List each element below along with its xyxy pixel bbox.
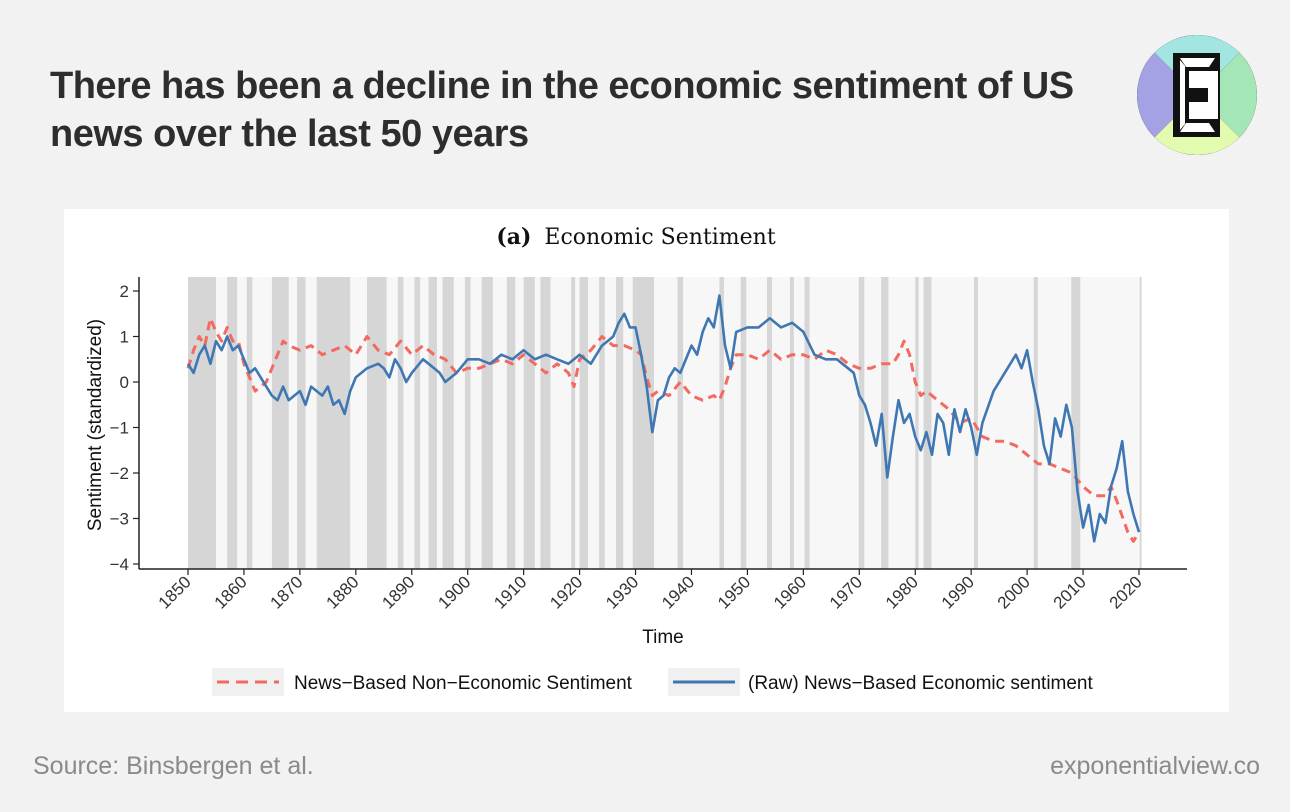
recession-band-0 xyxy=(188,277,216,569)
x-tick-label: 1950 xyxy=(714,572,754,612)
chart-panel-label: (a) xyxy=(496,224,531,250)
x-tick-label: 1880 xyxy=(322,572,362,612)
recession-band-29 xyxy=(915,277,919,569)
recession-band-13 xyxy=(506,277,516,569)
y-tick-label: −2 xyxy=(110,464,129,483)
logo-quadrant-left xyxy=(1137,52,1197,138)
recession-band-16 xyxy=(571,277,576,569)
recession-band-3 xyxy=(271,277,289,569)
recession-band-10 xyxy=(442,277,454,569)
recession-band-8 xyxy=(414,277,421,569)
y-tick-label: 2 xyxy=(120,282,129,301)
x-tick-label: 1960 xyxy=(770,572,810,612)
recession-band-20 xyxy=(632,277,654,569)
chart-title: (a) Economic Sentiment xyxy=(496,224,776,250)
recession-band-2 xyxy=(246,277,253,569)
recession-shading xyxy=(188,277,1142,569)
x-tick-label: 1990 xyxy=(938,572,978,612)
recession-band-27 xyxy=(858,277,865,569)
legend: News−Based Non−Economic Sentiment (Raw) N… xyxy=(212,668,1093,696)
x-tick-label: 2000 xyxy=(994,572,1034,612)
x-tick-label: 1850 xyxy=(155,572,195,612)
chart-title-text: Economic Sentiment xyxy=(544,225,775,250)
recession-band-9 xyxy=(428,277,437,569)
x-tick-label: 2010 xyxy=(1050,572,1090,612)
site-credit: exponentialview.co xyxy=(1050,752,1260,780)
series-lines xyxy=(186,294,1141,543)
x-tick-label: 1910 xyxy=(490,572,530,612)
chart-card: (a) Economic Sentiment 2 1 0 −1 −2 −3 −4 1850 18… xyxy=(64,209,1229,712)
recession-band-4 xyxy=(297,277,306,569)
y-tick-label: 0 xyxy=(120,373,129,392)
x-tick-label: 2020 xyxy=(1106,572,1146,612)
recession-band-28 xyxy=(881,277,889,569)
source-credit: Source: Binsbergen et al. xyxy=(33,752,314,780)
recession-band-11 xyxy=(464,277,471,569)
recession-band-7 xyxy=(397,277,404,569)
recession-band-21 xyxy=(677,277,684,569)
x-tick-label: 1860 xyxy=(211,572,251,612)
y-tick-label: −1 xyxy=(110,419,129,438)
recession-band-6 xyxy=(367,277,387,569)
recession-band-22 xyxy=(719,277,724,569)
recession-band-34 xyxy=(1139,277,1142,569)
recession-band-1 xyxy=(227,277,238,569)
x-tick-label: 1930 xyxy=(602,572,642,612)
x-tick-label: 1970 xyxy=(826,572,866,612)
y-tick-label: 1 xyxy=(120,328,129,347)
y-axis-label: Sentiment (standardized) xyxy=(85,319,106,531)
recession-band-19 xyxy=(615,277,624,569)
x-tick-label: 1940 xyxy=(658,572,698,612)
exponential-view-logo xyxy=(1137,35,1257,155)
recession-band-18 xyxy=(599,277,605,569)
recession-band-26 xyxy=(804,277,810,569)
logo-quadrant-right xyxy=(1197,52,1257,138)
x-tick-label: 1980 xyxy=(882,572,922,612)
economic-sentiment-chart: (a) Economic Sentiment 2 1 0 −1 −2 −3 −4 1850 18… xyxy=(85,224,1187,696)
recession-band-14 xyxy=(523,277,535,569)
recession-band-25 xyxy=(789,277,794,569)
series-line-1 xyxy=(186,294,1141,543)
recession-band-31 xyxy=(973,277,978,569)
x-tick-label: 1870 xyxy=(267,572,307,612)
recession-band-12 xyxy=(481,277,493,569)
legend-label-1: (Raw) News−Based Economic sentiment xyxy=(748,673,1093,694)
x-tick-label: 1920 xyxy=(546,572,586,612)
headline: There has been a decline in the economic… xyxy=(50,65,1074,155)
recession-band-33 xyxy=(1071,277,1081,569)
x-tick-label: 1900 xyxy=(434,572,474,612)
recession-band-17 xyxy=(579,277,588,569)
x-axis-label: Time xyxy=(642,627,684,648)
recession-band-32 xyxy=(1033,277,1038,569)
legend-label-0: News−Based Non−Economic Sentiment xyxy=(294,673,633,694)
recession-band-30 xyxy=(923,277,932,569)
recession-band-23 xyxy=(740,277,747,569)
recession-band-5 xyxy=(316,277,351,569)
y-tick-label: −4 xyxy=(110,555,129,574)
logo-letter-e xyxy=(1173,53,1220,137)
x-tick-label: 1890 xyxy=(378,572,418,612)
recession-band-24 xyxy=(766,277,773,569)
recession-band-15 xyxy=(540,277,551,569)
series-line-0 xyxy=(186,316,1141,543)
y-tick-label: −3 xyxy=(110,510,129,529)
